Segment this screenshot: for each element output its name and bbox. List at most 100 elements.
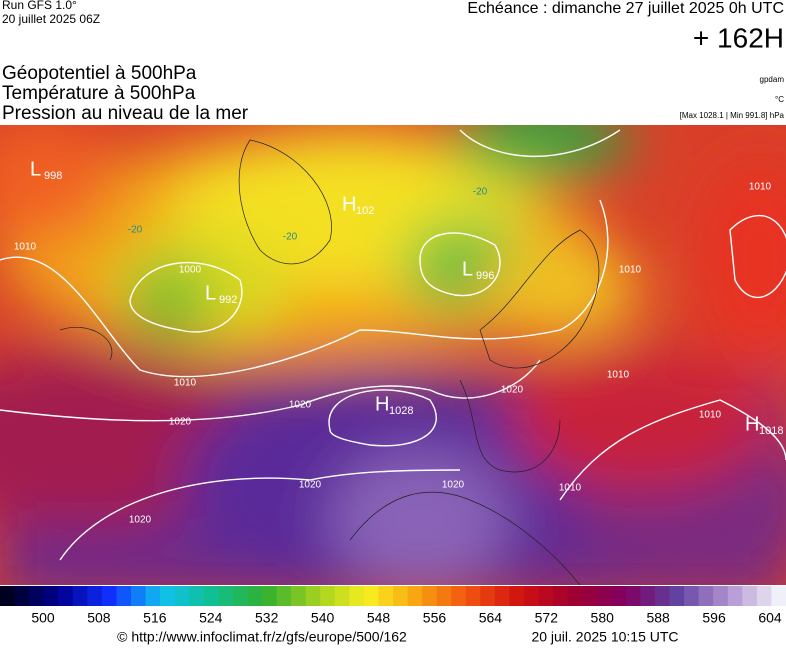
isobar-label: 1010 <box>174 378 197 389</box>
center-value: 1028 <box>389 405 413 417</box>
isobar-label: 1010 <box>699 410 722 421</box>
colorbar-swatch <box>58 586 74 606</box>
colorbar-swatch <box>509 586 525 606</box>
colorbar-swatch <box>771 586 786 606</box>
isobar-label: 1010 <box>607 370 630 381</box>
map <box>0 125 786 585</box>
temp-label: -20 <box>283 232 298 243</box>
isobar-label: 1020 <box>169 417 192 428</box>
center-value: 996 <box>476 270 494 282</box>
colorbar-swatch <box>29 586 45 606</box>
isobar-label: 1010 <box>14 242 37 253</box>
temp-label: -20 <box>128 225 143 236</box>
colorbar-swatch <box>232 586 248 606</box>
colorbar-swatch <box>524 586 540 606</box>
center-letter: H <box>342 193 356 215</box>
colorbar-swatch <box>582 586 598 606</box>
lead-time: + 162H <box>693 22 784 53</box>
colorbar-swatch <box>218 586 234 606</box>
unit: °C <box>775 95 784 104</box>
colorbar-swatch <box>611 586 627 606</box>
source: © http://www.infoclimat.fr/z/gfs/europe/… <box>117 629 407 645</box>
center-letter: H <box>375 393 389 415</box>
colorbar-swatch <box>87 586 103 606</box>
unit: [Max 1028.1 | Min 991.8] hPa <box>680 111 785 120</box>
temp-label: -20 <box>473 187 488 198</box>
colorbar-tick-label: 548 <box>367 610 391 626</box>
center-value: 992 <box>219 294 237 306</box>
colorbar-swatch <box>451 586 467 606</box>
colorbar-swatch <box>538 586 554 606</box>
colorbar-swatch <box>407 586 423 606</box>
colorbar-tick-label: 588 <box>646 610 670 626</box>
colorbar-swatch <box>596 586 612 606</box>
isobar-label: 1020 <box>299 480 322 491</box>
isobar-label: 1020 <box>442 480 465 491</box>
center-value: 102 <box>356 205 374 217</box>
layer: Pression au niveau de la mer <box>2 103 249 124</box>
isobar-label: 1020 <box>289 400 312 411</box>
colorbar-swatch <box>276 586 292 606</box>
isobar-label: 1010 <box>749 182 772 193</box>
colorbar-swatch <box>0 586 16 606</box>
isobar-label: 1020 <box>501 385 524 396</box>
colorbar-swatch <box>14 586 30 606</box>
colorbar-swatch <box>713 586 729 606</box>
colorbar-swatch <box>305 586 321 606</box>
colorbar-swatch <box>756 586 772 606</box>
colorbar-swatch <box>567 586 583 606</box>
colorbar-swatch <box>145 586 161 606</box>
center-letter: L <box>30 158 41 180</box>
colorbar-tick-label: 572 <box>535 610 559 626</box>
colorbar-swatch <box>189 586 205 606</box>
center-letter: L <box>205 282 216 304</box>
colorbar-tick-label: 540 <box>311 610 335 626</box>
colorbar-swatch <box>349 586 365 606</box>
colorbar-swatch <box>320 586 336 606</box>
colorbar-swatch <box>363 586 379 606</box>
colorbar-swatch <box>480 586 496 606</box>
colorbar-swatch <box>262 586 278 606</box>
colorbar-swatch <box>101 586 117 606</box>
colorbar-swatch <box>247 586 263 606</box>
unit: gpdam <box>760 75 785 84</box>
colorbar-swatch <box>742 586 758 606</box>
colorbar-swatch <box>655 586 671 606</box>
colorbar-swatch <box>393 586 409 606</box>
isobar-label: 1010 <box>619 265 642 276</box>
colorbar-swatch <box>203 586 219 606</box>
center-letter: L <box>462 258 473 280</box>
center-letter: H <box>745 413 759 435</box>
isobar-label: 1000 <box>179 265 202 276</box>
colorbar-swatch <box>625 586 641 606</box>
colorbar-swatch <box>43 586 59 606</box>
colorbar-tick-label: 596 <box>702 610 726 626</box>
colorbar-swatch <box>378 586 394 606</box>
colorbar-tick-label: 556 <box>423 610 447 626</box>
colorbar-swatch <box>640 586 656 606</box>
run-date: 20 juillet 2025 06Z <box>2 12 100 26</box>
layer: Température à 500hPa <box>2 83 196 104</box>
generated: 20 juil. 2025 10:15 UTC <box>531 629 678 645</box>
center-value: 1018 <box>759 425 783 437</box>
colorbar-swatch <box>131 586 147 606</box>
colorbar-tick-label: 532 <box>255 610 279 626</box>
colorbar-swatch <box>494 586 510 606</box>
colorbar-swatch <box>684 586 700 606</box>
colorbar-swatch <box>669 586 685 606</box>
colorbar-swatch <box>174 586 190 606</box>
echeance: Echéance : dimanche 27 juillet 2025 0h U… <box>467 0 784 17</box>
colorbar-swatch <box>727 586 743 606</box>
colorbar-swatch <box>291 586 307 606</box>
center-value: 998 <box>44 170 62 182</box>
colorbar-tick-label: 580 <box>591 610 615 626</box>
colorbar-swatch <box>116 586 132 606</box>
colorbar-swatch <box>334 586 350 606</box>
colorbar-tick-label: 524 <box>199 610 223 626</box>
colorbar-tick-label: 604 <box>758 610 782 626</box>
colorbar-tick-label: 516 <box>143 610 167 626</box>
colorbar-swatch <box>72 586 88 606</box>
colorbar-tick-label: 508 <box>87 610 111 626</box>
colorbar-swatch <box>422 586 438 606</box>
